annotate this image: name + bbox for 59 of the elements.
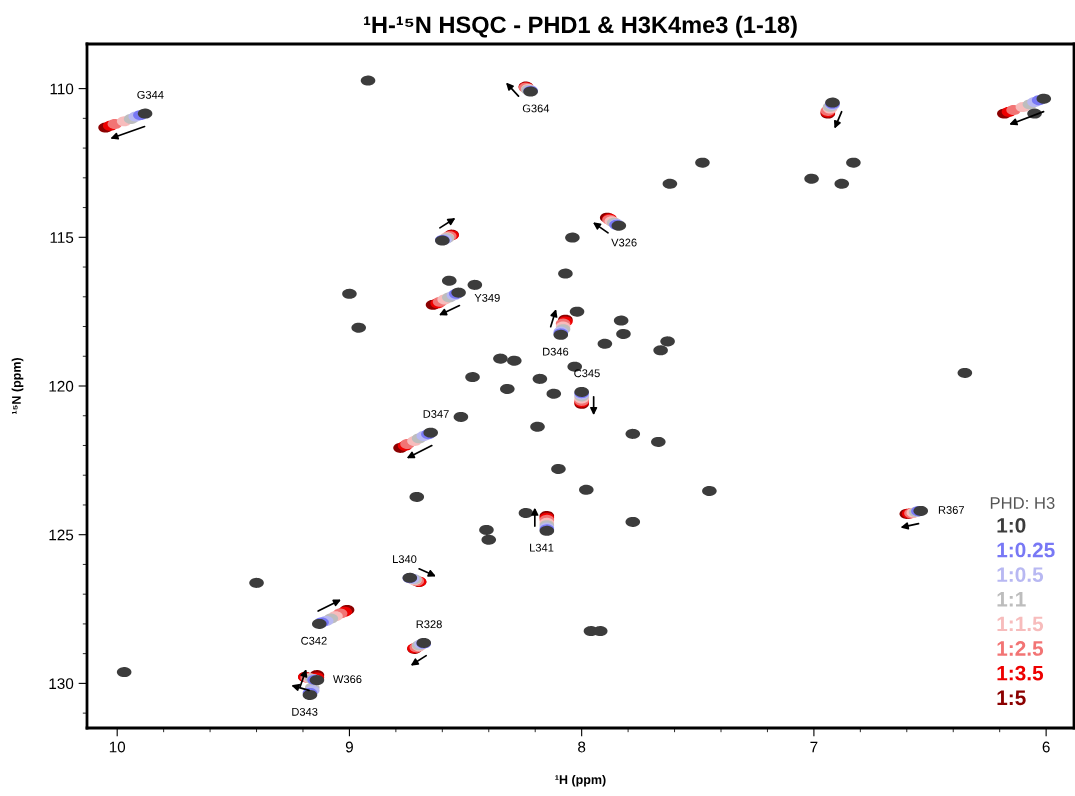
- point: [465, 372, 480, 383]
- y-tick-label: 130: [49, 678, 74, 690]
- text: 1:0.25: [997, 542, 1055, 558]
- annotation: D346: [543, 347, 569, 356]
- annotation: G364: [522, 104, 550, 113]
- annotation: R328: [416, 620, 442, 629]
- chart-title: ¹H-¹⁵N HSQC - PHD1 & H3K4me3 (1-18): [364, 15, 797, 38]
- y-tick-label: 115: [50, 232, 74, 243]
- text: 1:5: [997, 690, 1026, 706]
- annotation: Y349: [474, 293, 500, 302]
- text: 1:2.5: [997, 641, 1044, 656]
- annotation: W366: [333, 675, 362, 684]
- text: 1:1.5: [997, 616, 1044, 632]
- point: [651, 436, 666, 447]
- point: [530, 421, 545, 432]
- annotation: C342: [301, 636, 327, 645]
- point: [479, 524, 494, 535]
- y-tick-label: 110: [50, 83, 74, 95]
- point: [342, 288, 357, 299]
- text: 1:3.5: [997, 665, 1044, 681]
- y-axis-title: ¹⁵N (ppm): [11, 358, 24, 415]
- point: [507, 355, 522, 366]
- point: [351, 322, 366, 333]
- text: 1:0: [997, 517, 1026, 533]
- point: [653, 345, 668, 356]
- y-tick-label: 125: [49, 529, 74, 541]
- point: [804, 173, 819, 184]
- point: [660, 336, 675, 347]
- text: 1:1: [997, 592, 1026, 607]
- annotation: D347: [423, 410, 449, 418]
- x-tick-label: 6: [1042, 741, 1050, 753]
- point: [695, 157, 710, 168]
- x-tick-label: 8: [578, 741, 586, 753]
- point: [551, 463, 566, 474]
- point: [558, 268, 573, 279]
- point: [702, 485, 717, 496]
- annotation: C345: [574, 369, 600, 378]
- annotation: G344: [137, 90, 164, 99]
- annotation: L340: [393, 555, 417, 564]
- annotation: V326: [611, 238, 637, 247]
- point: [579, 484, 594, 495]
- annotation: R367: [938, 506, 964, 514]
- point: [442, 275, 457, 286]
- y-tick-label: 120: [49, 380, 74, 392]
- x-axis-title: ¹H (ppm): [555, 774, 606, 787]
- point: [565, 232, 580, 243]
- point: [846, 157, 861, 168]
- legend-title: PHD: H3: [990, 497, 1055, 509]
- point: [249, 577, 264, 588]
- x-tick-label: 9: [345, 741, 353, 753]
- point: [500, 383, 515, 394]
- point: [616, 328, 631, 339]
- text: 1:0.5: [997, 567, 1044, 582]
- annotation: L341: [530, 543, 554, 552]
- point: [493, 353, 508, 364]
- x-tick-label: 7: [810, 741, 818, 753]
- x-tick-label: 10: [109, 741, 126, 753]
- annotation: D343: [292, 707, 318, 716]
- point: [518, 507, 534, 519]
